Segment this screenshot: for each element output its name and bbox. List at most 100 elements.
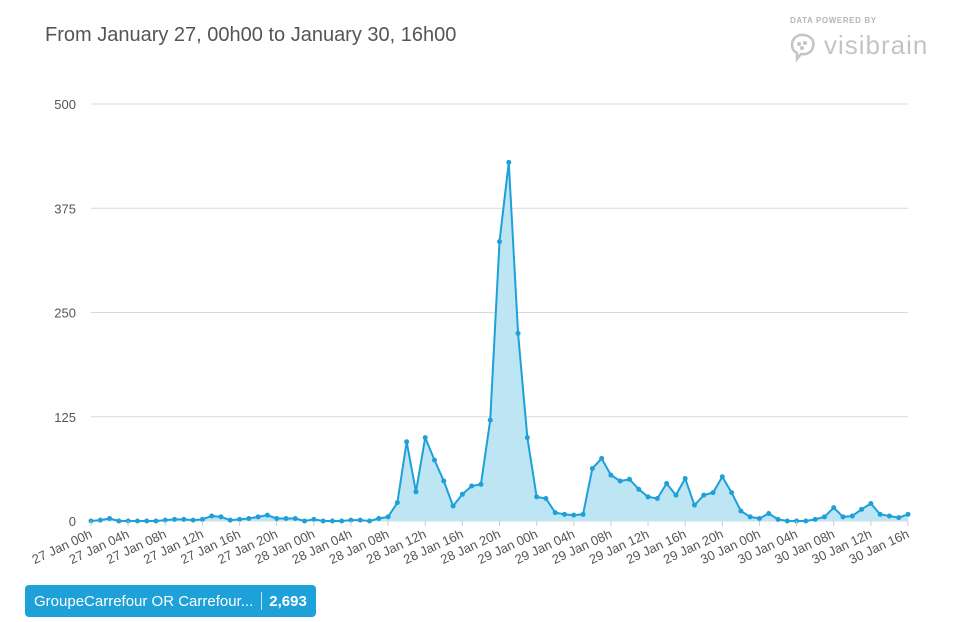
data-point[interactable] bbox=[357, 517, 363, 523]
data-point[interactable] bbox=[348, 517, 354, 523]
data-point[interactable] bbox=[376, 515, 382, 521]
legend-divider bbox=[261, 592, 263, 610]
data-point[interactable] bbox=[626, 476, 632, 482]
data-point[interactable] bbox=[339, 518, 345, 524]
data-point[interactable] bbox=[701, 492, 707, 498]
data-point[interactable] bbox=[515, 330, 521, 336]
data-point[interactable] bbox=[636, 486, 642, 492]
data-point[interactable] bbox=[107, 515, 113, 521]
y-tick-label: 500 bbox=[54, 97, 76, 112]
data-point[interactable] bbox=[97, 517, 103, 523]
data-point[interactable] bbox=[691, 502, 697, 508]
data-point[interactable] bbox=[766, 510, 772, 516]
data-point[interactable] bbox=[422, 435, 428, 441]
data-point[interactable] bbox=[756, 515, 762, 521]
data-point[interactable] bbox=[599, 455, 605, 461]
data-point[interactable] bbox=[571, 512, 577, 518]
y-tick-label: 250 bbox=[54, 306, 76, 321]
data-point[interactable] bbox=[886, 513, 892, 519]
data-point[interactable] bbox=[561, 511, 567, 517]
data-point[interactable] bbox=[292, 515, 298, 521]
brand-name: visibrain bbox=[824, 30, 929, 60]
data-point[interactable] bbox=[738, 508, 744, 514]
data-point[interactable] bbox=[181, 516, 187, 522]
data-point[interactable] bbox=[729, 490, 735, 496]
data-point[interactable] bbox=[227, 517, 233, 523]
data-point[interactable] bbox=[877, 511, 883, 517]
data-point[interactable] bbox=[840, 514, 846, 520]
data-point[interactable] bbox=[812, 516, 818, 522]
data-point[interactable] bbox=[432, 457, 438, 463]
data-point[interactable] bbox=[218, 514, 224, 520]
series-area bbox=[91, 162, 908, 521]
brand-powered-by: DATA POWERED BY bbox=[790, 16, 877, 25]
data-point[interactable] bbox=[654, 495, 660, 501]
y-tick-label: 0 bbox=[69, 514, 76, 529]
data-point[interactable] bbox=[905, 511, 911, 517]
data-point[interactable] bbox=[589, 465, 595, 471]
data-point[interactable] bbox=[803, 518, 809, 524]
data-point[interactable] bbox=[747, 514, 753, 520]
data-point[interactable] bbox=[367, 518, 373, 524]
data-point[interactable] bbox=[190, 517, 196, 523]
data-point[interactable] bbox=[264, 512, 270, 518]
data-point[interactable] bbox=[608, 472, 614, 478]
data-point[interactable] bbox=[255, 514, 261, 520]
data-point[interactable] bbox=[524, 435, 530, 441]
data-point[interactable] bbox=[172, 516, 178, 522]
data-point[interactable] bbox=[682, 475, 688, 481]
data-point[interactable] bbox=[645, 494, 651, 500]
data-point[interactable] bbox=[868, 500, 874, 506]
legend-badge[interactable]: GroupeCarrefour OR Carrefour... 2,693 bbox=[25, 585, 316, 617]
data-point[interactable] bbox=[237, 516, 243, 522]
data-point[interactable] bbox=[320, 518, 326, 524]
y-axis: 0 125 250 375 500 bbox=[54, 97, 76, 529]
data-point[interactable] bbox=[478, 481, 484, 487]
data-point[interactable] bbox=[673, 492, 679, 498]
data-point[interactable] bbox=[283, 515, 289, 521]
y-tick-label: 125 bbox=[54, 410, 76, 425]
data-point[interactable] bbox=[719, 474, 725, 480]
brand-logo: DATA POWERED BY visibrain bbox=[788, 16, 948, 66]
data-point[interactable] bbox=[896, 515, 902, 521]
data-point[interactable] bbox=[311, 516, 317, 522]
data-point[interactable] bbox=[209, 513, 215, 519]
data-point[interactable] bbox=[497, 239, 502, 245]
data-point[interactable] bbox=[153, 518, 159, 524]
data-point[interactable] bbox=[506, 159, 512, 165]
data-point[interactable] bbox=[116, 518, 122, 524]
data-point[interactable] bbox=[441, 478, 447, 484]
data-point[interactable] bbox=[859, 506, 865, 512]
data-point[interactable] bbox=[459, 491, 465, 497]
data-point[interactable] bbox=[329, 518, 335, 524]
data-point[interactable] bbox=[385, 514, 391, 520]
data-point[interactable] bbox=[450, 503, 456, 509]
data-point[interactable] bbox=[144, 518, 150, 524]
data-point[interactable] bbox=[580, 511, 586, 517]
data-point[interactable] bbox=[784, 518, 790, 524]
data-point[interactable] bbox=[710, 490, 716, 496]
data-point[interactable] bbox=[831, 505, 837, 511]
data-point[interactable] bbox=[413, 489, 419, 495]
data-point[interactable] bbox=[274, 515, 280, 521]
data-point[interactable] bbox=[821, 514, 827, 520]
data-point[interactable] bbox=[469, 483, 475, 489]
data-point[interactable] bbox=[849, 513, 855, 519]
data-point[interactable] bbox=[617, 478, 623, 484]
data-point[interactable] bbox=[246, 515, 252, 521]
data-point[interactable] bbox=[162, 517, 168, 523]
data-point[interactable] bbox=[552, 510, 558, 516]
data-point[interactable] bbox=[199, 516, 205, 522]
legend-series-name: GroupeCarrefour OR Carrefour... bbox=[34, 592, 254, 610]
data-point[interactable] bbox=[775, 516, 781, 522]
data-point[interactable] bbox=[543, 495, 549, 501]
data-point[interactable] bbox=[302, 518, 308, 524]
data-point[interactable] bbox=[534, 494, 540, 500]
data-point[interactable] bbox=[664, 480, 670, 486]
data-point[interactable] bbox=[394, 500, 400, 506]
data-point[interactable] bbox=[134, 518, 140, 524]
data-point[interactable] bbox=[404, 439, 410, 445]
data-point[interactable] bbox=[487, 417, 493, 423]
